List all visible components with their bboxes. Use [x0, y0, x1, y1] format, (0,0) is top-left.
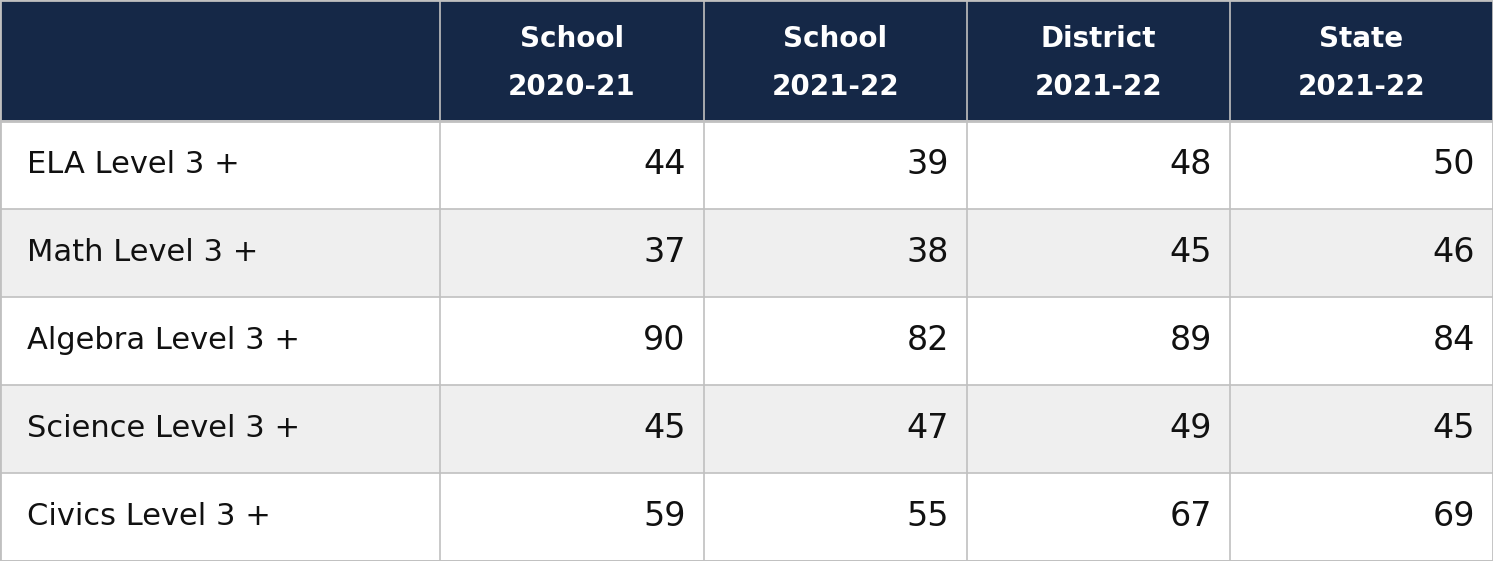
- Text: 45: 45: [643, 412, 685, 445]
- Text: 46: 46: [1433, 236, 1475, 269]
- Bar: [0, 473, 1493, 561]
- Text: 82: 82: [906, 324, 950, 357]
- Text: Civics Level 3 +: Civics Level 3 +: [27, 503, 270, 531]
- Text: 39: 39: [906, 148, 950, 181]
- Bar: [0, 121, 1493, 209]
- Text: 2021-22: 2021-22: [772, 73, 899, 101]
- Text: 48: 48: [1169, 148, 1212, 181]
- Text: 47: 47: [906, 412, 950, 445]
- Text: 89: 89: [1169, 324, 1212, 357]
- Text: Science Level 3 +: Science Level 3 +: [27, 415, 300, 443]
- Text: Algebra Level 3 +: Algebra Level 3 +: [27, 327, 300, 355]
- Text: 2021-22: 2021-22: [1035, 73, 1162, 101]
- Text: 49: 49: [1169, 412, 1212, 445]
- Bar: [0, 209, 1493, 297]
- Text: 45: 45: [1169, 236, 1212, 269]
- Text: 2020-21: 2020-21: [508, 73, 636, 101]
- Text: 90: 90: [643, 324, 685, 357]
- Text: District: District: [1041, 25, 1156, 53]
- Text: Math Level 3 +: Math Level 3 +: [27, 238, 258, 267]
- Text: 2021-22: 2021-22: [1297, 73, 1426, 101]
- Text: ELA Level 3 +: ELA Level 3 +: [27, 150, 239, 179]
- Text: 67: 67: [1169, 500, 1212, 534]
- Text: 84: 84: [1433, 324, 1475, 357]
- Text: 38: 38: [906, 236, 950, 269]
- Bar: [0, 385, 1493, 473]
- Bar: [0, 297, 1493, 385]
- Text: 37: 37: [643, 236, 685, 269]
- Text: 55: 55: [906, 500, 950, 534]
- Text: School: School: [520, 25, 624, 53]
- Text: 44: 44: [643, 148, 685, 181]
- Text: 59: 59: [643, 500, 685, 534]
- Text: 69: 69: [1433, 500, 1475, 534]
- Text: School: School: [784, 25, 887, 53]
- Text: State: State: [1320, 25, 1403, 53]
- Bar: [0, 0, 1493, 121]
- Text: 50: 50: [1433, 148, 1475, 181]
- Text: 45: 45: [1433, 412, 1475, 445]
